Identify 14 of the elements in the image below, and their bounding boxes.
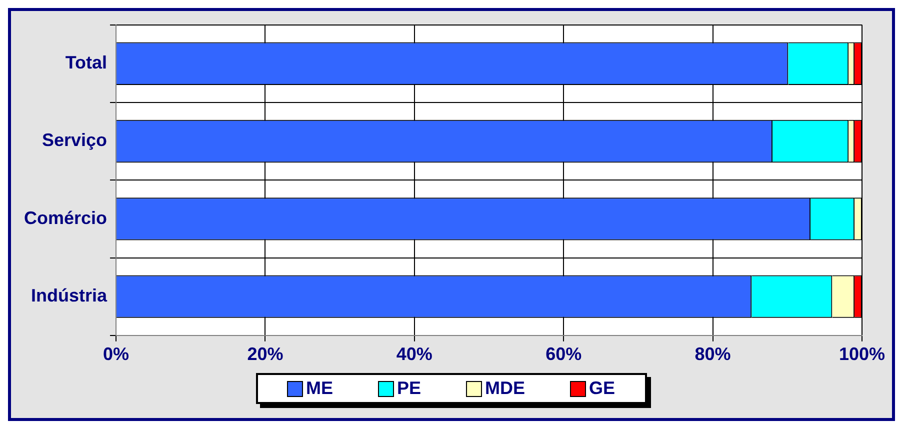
x-tick-label: 20% (247, 344, 284, 364)
x-tick-label: 80% (694, 344, 731, 364)
x-tick-label: 0% (103, 344, 130, 364)
legend-label: PE (396, 378, 421, 399)
y-tick-label: Total (65, 52, 108, 73)
y-tick-label: Serviço (42, 130, 108, 150)
legend-label: GE (589, 378, 616, 399)
x-tick-label: 40% (396, 344, 432, 364)
y-tick-label: Comércio (24, 208, 108, 228)
legend-label: ME (306, 378, 333, 399)
y-tick-label: Indústria (31, 286, 108, 306)
legend-label: MDE (485, 378, 525, 399)
x-tick-label: 100% (838, 344, 886, 364)
x-tick-label: 60% (546, 344, 582, 364)
